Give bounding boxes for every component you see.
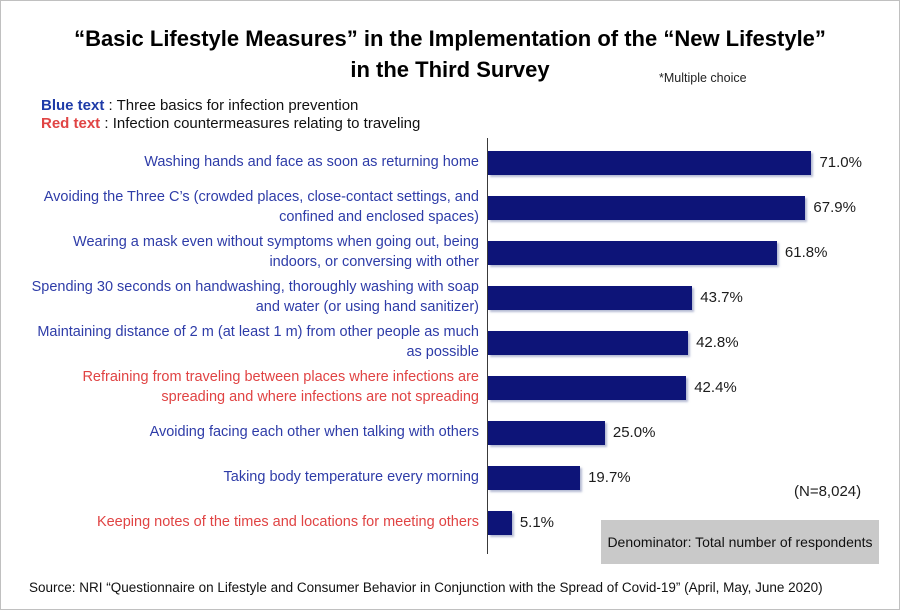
chart-row: Refraining from traveling between places… — [29, 365, 889, 410]
bar-chart: Washing hands and face as soon as return… — [29, 138, 889, 554]
value-label: 71.0% — [819, 154, 862, 171]
category-label: Washing hands and face as soon as return… — [144, 153, 479, 170]
chart-row: Avoiding facing each other when talking … — [29, 410, 889, 455]
category-label: Avoiding the Three C’s (crowded places, … — [43, 188, 479, 225]
category-label: Spending 30 seconds on handwashing, thor… — [31, 278, 479, 315]
bar-zone: 42.4% — [488, 375, 862, 400]
chart-row: Washing hands and face as soon as return… — [29, 140, 889, 185]
chart-row: Avoiding the Three C’s (crowded places, … — [29, 185, 889, 230]
bar-zone: 42.8% — [488, 330, 862, 355]
bar — [488, 375, 687, 400]
bar-zone: 43.7% — [488, 285, 862, 310]
bar-zone: 61.8% — [488, 240, 862, 265]
bar-zone: 71.0% — [488, 150, 862, 175]
bar — [488, 240, 777, 265]
y-axis-line — [487, 138, 488, 554]
value-label: 5.1% — [519, 514, 555, 531]
bar — [488, 465, 581, 490]
value-label: 19.7% — [588, 469, 631, 486]
legend-blue-label: Blue text — [41, 97, 105, 114]
title-line-1: “Basic Lifestyle Measures” in the Implem… — [74, 26, 826, 51]
bar — [488, 195, 806, 220]
value-label: 61.8% — [784, 244, 828, 261]
legend-item-red: Red text : Infection countermeasures rel… — [41, 115, 420, 133]
value-label: 42.4% — [694, 379, 737, 396]
chart-row: Wearing a mask even without symptoms whe… — [29, 230, 889, 275]
chart-row: Keeping notes of the times and locations… — [29, 500, 889, 545]
legend-red-desc: : Infection countermeasures relating to … — [104, 115, 421, 132]
category-label: Wearing a mask even without symptoms whe… — [73, 233, 479, 270]
bar-zone: 25.0% — [488, 420, 862, 445]
category-label: Avoiding facing each other when talking … — [149, 423, 479, 440]
category-label: Taking body temperature every morning — [223, 468, 480, 485]
bar — [488, 330, 689, 355]
denominator-note-text: Denominator: Total number of respondents — [607, 534, 873, 550]
legend-blue-desc: : Three basics for infection prevention — [108, 97, 359, 114]
bar-zone: 19.7% — [488, 465, 862, 490]
value-label: 42.8% — [696, 334, 739, 351]
bar — [488, 285, 693, 310]
legend-item-blue: Blue text : Three basics for infection p… — [41, 97, 420, 115]
title-line-2: in the Third Survey — [350, 57, 550, 82]
category-label: Keeping notes of the times and locations… — [96, 513, 479, 530]
bar — [488, 510, 512, 535]
legend: Blue text : Three basics for infection p… — [41, 97, 420, 133]
bar — [488, 150, 812, 175]
legend-red-label: Red text — [41, 115, 101, 132]
sample-size-label: (N=8,024) — [794, 483, 862, 500]
chart-row: Maintaining distance of 2 m (at least 1 … — [29, 320, 889, 365]
value-label: 43.7% — [700, 289, 743, 306]
bar-zone: 5.1% — [488, 510, 862, 535]
source-citation: Source: NRI “Questionnaire on Lifestyle … — [29, 580, 823, 595]
bar-zone: 67.9% — [488, 195, 862, 220]
multiple-choice-note: *Multiple choice — [659, 71, 747, 85]
denominator-note-box: Denominator: Total number of respondents — [601, 520, 879, 564]
chart-row: Spending 30 seconds on handwashing, thor… — [29, 275, 889, 320]
category-label: Refraining from traveling between places… — [82, 368, 479, 405]
category-label: Maintaining distance of 2 m (at least 1 … — [37, 323, 479, 360]
page-title: “Basic Lifestyle Measures” in the Implem… — [1, 1, 899, 85]
bar — [488, 420, 605, 445]
chart-row: Taking body temperature every morning 19… — [29, 455, 889, 500]
value-label: 25.0% — [612, 424, 656, 441]
value-label: 67.9% — [813, 199, 856, 216]
